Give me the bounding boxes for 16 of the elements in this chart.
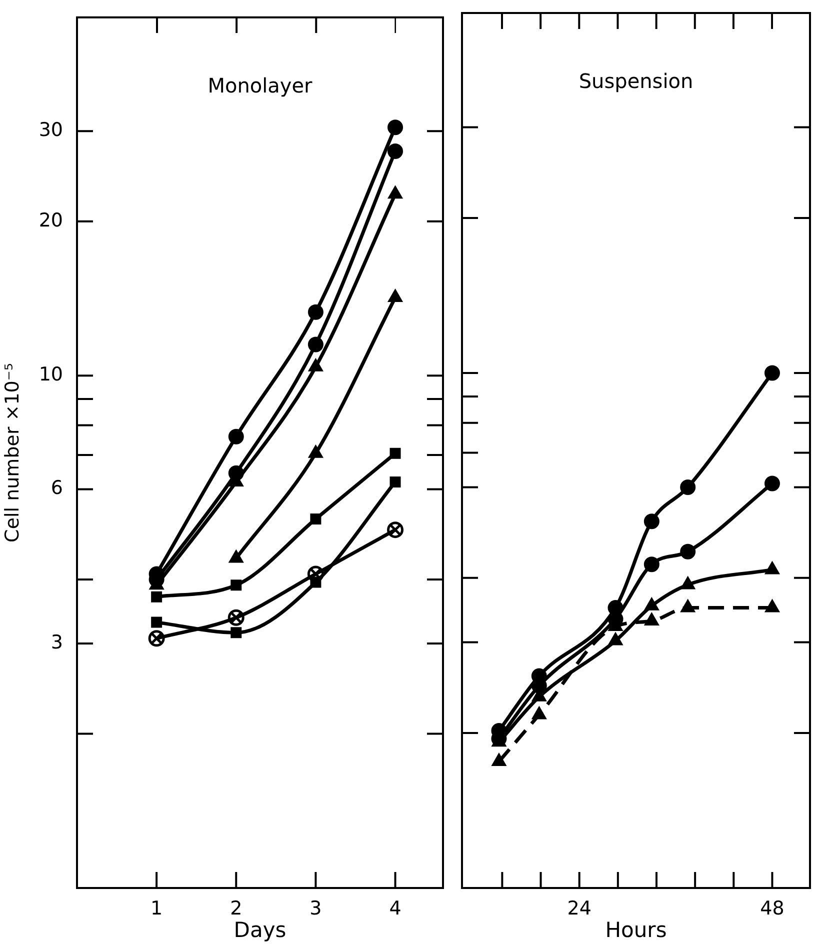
x-tick-label: 2 — [230, 897, 242, 920]
y-tick-label: 6 — [50, 477, 63, 500]
text: Suspension — [578, 69, 694, 94]
x-tick-label: 4 — [389, 897, 402, 920]
y-tick-label: 30 — [38, 119, 63, 142]
x-axis-title: Hours — [605, 918, 667, 942]
x-tick-label: 1 — [150, 897, 163, 920]
text: Monolayer — [208, 74, 314, 98]
y-tick-label: 20 — [38, 209, 63, 232]
x-tick-label: 3 — [310, 897, 322, 920]
x-tick-label: 48 — [760, 897, 784, 920]
x-tick-label: 24 — [567, 897, 592, 920]
y-axis-title: Cell number ×10⁻⁵ — [1, 362, 24, 542]
y-tick-label: 3 — [50, 631, 63, 654]
x-axis-title: Days — [234, 918, 286, 942]
y-tick-label: 10 — [38, 364, 63, 386]
